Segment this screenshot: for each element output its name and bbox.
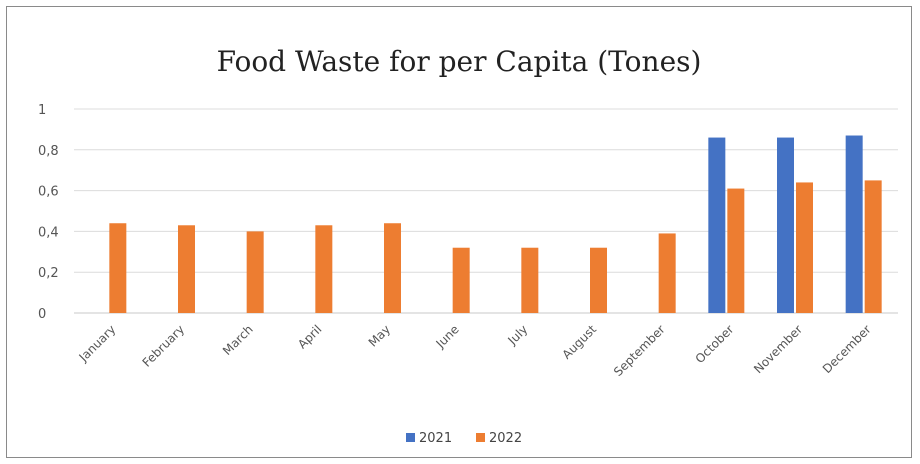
bar-2022-january — [109, 223, 127, 313]
legend-swatch-2022 — [476, 433, 485, 442]
y-tick-label: 1 — [38, 103, 46, 118]
x-tick-label: October — [693, 322, 737, 366]
x-tick-label: February — [140, 322, 188, 370]
x-tick-label: September — [611, 322, 668, 379]
chart-frame: Food Waste for per Capita (Tones) — [6, 6, 912, 458]
bar-2022-september — [658, 233, 676, 313]
x-tick-label: December — [820, 322, 874, 376]
x-tick-label: March — [220, 322, 256, 358]
x-tick-label: January — [76, 322, 119, 365]
y-tick-label: 0,4 — [38, 225, 59, 240]
x-tick-label: July — [505, 322, 531, 348]
bar-2022-october — [727, 188, 745, 313]
bar-2021-november — [777, 137, 794, 313]
y-axis-ticks: 0 0,2 0,4 0,6 0,8 1 — [38, 103, 59, 322]
y-tick-label: 0 — [38, 307, 46, 322]
x-tick-label: June — [433, 322, 462, 351]
gridlines — [74, 108, 898, 314]
bars — [109, 135, 882, 313]
x-tick-label: April — [295, 322, 324, 351]
bar-2022-march — [246, 231, 264, 313]
y-tick-label: 0,2 — [38, 266, 59, 281]
bar-2022-june — [452, 247, 470, 313]
x-tick-label: May — [366, 322, 393, 349]
bar-2022-april — [315, 225, 333, 313]
bar-2022-december — [864, 180, 882, 313]
bar-2021-october — [708, 137, 726, 313]
x-tick-label: August — [560, 322, 600, 362]
bar-2022-august — [590, 247, 607, 313]
x-axis-ticks: January February March April May June July Augu… — [76, 322, 874, 379]
bar-2022-february — [178, 225, 195, 313]
bar-2021-december — [845, 135, 863, 313]
legend-label: 2022 — [489, 431, 522, 446]
legend-swatch-2021 — [406, 433, 415, 442]
y-tick-label: 0,8 — [38, 144, 59, 159]
bar-2022-may — [384, 223, 401, 313]
x-tick-label: November — [751, 322, 805, 376]
bar-2022-november — [796, 182, 813, 313]
legend-label: 2021 — [419, 431, 452, 446]
y-tick-label: 0,6 — [38, 185, 59, 200]
bar-2022-july — [521, 247, 539, 313]
legend: 2021 2022 — [406, 431, 522, 446]
chart-title: Food Waste for per Capita (Tones) — [216, 45, 702, 78]
